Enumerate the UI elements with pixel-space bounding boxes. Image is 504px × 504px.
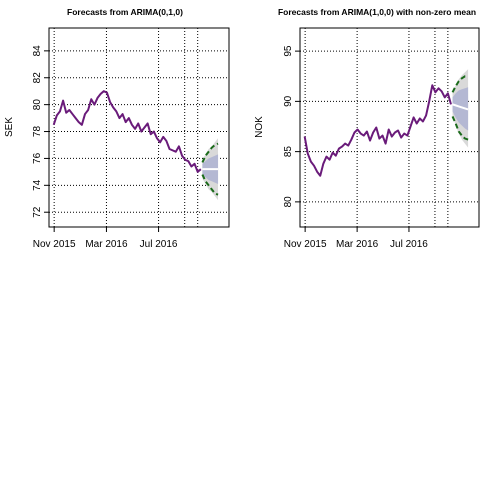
y-tick-label: 95 xyxy=(283,45,294,57)
y-axis-label: NOK xyxy=(254,116,265,138)
x-tick-label: Mar 2016 xyxy=(336,239,379,250)
y-tick-label: 80 xyxy=(283,196,294,208)
plot-frame xyxy=(48,27,230,228)
y-tick-label: 74 xyxy=(32,179,43,191)
plot-frame xyxy=(299,27,480,228)
y-tick-label: 82 xyxy=(32,72,43,84)
y-tick-label: 80 xyxy=(32,99,43,111)
ci80-band xyxy=(452,87,469,131)
x-tick-label: Mar 2016 xyxy=(85,239,128,250)
y-tick-label: 76 xyxy=(32,152,43,164)
y-tick-label: 84 xyxy=(32,45,43,57)
y-tick-label: 72 xyxy=(32,206,43,218)
point-forecast-series xyxy=(452,103,469,111)
x-tick-label: Nov 2015 xyxy=(33,239,76,250)
x-tick-label: Jul 2016 xyxy=(140,239,178,250)
history-series xyxy=(303,84,452,177)
chart-title: Forecasts from ARIMA(0,1,0) xyxy=(67,7,183,17)
y-axis-label: SEK xyxy=(4,117,15,137)
lower-bound-series xyxy=(451,116,469,141)
history-series xyxy=(52,90,202,173)
chart-title: Forecasts from ARIMA(1,0,0) with non-zer… xyxy=(278,7,476,17)
sek-forecast-panel: Forecasts from ARIMA(0,1,0) SEK 72 74 76 78… xyxy=(4,7,230,250)
y-tick-label: 85 xyxy=(283,146,294,158)
y-tick-label: 90 xyxy=(283,95,294,107)
nok-forecast-panel: Forecasts from ARIMA(1,0,0) with non-zer… xyxy=(254,7,480,250)
y-tick-label: 78 xyxy=(32,126,43,138)
x-tick-label: Nov 2015 xyxy=(284,239,327,250)
x-tick-label: Jul 2016 xyxy=(390,239,428,250)
